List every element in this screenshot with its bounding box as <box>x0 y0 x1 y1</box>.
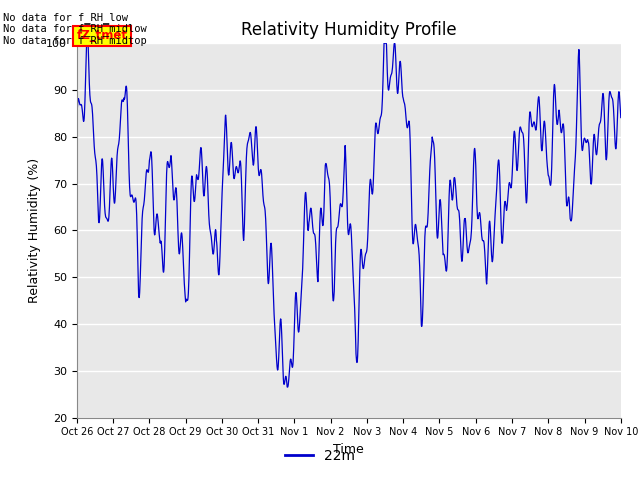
Legend: 22m: 22m <box>280 443 360 468</box>
Y-axis label: Relativity Humidity (%): Relativity Humidity (%) <box>28 158 40 303</box>
Text: No data for f̅RH̅midtop: No data for f̅RH̅midtop <box>3 36 147 46</box>
Text: fZ_tmet: fZ_tmet <box>77 29 128 42</box>
Title: Relativity Humidity Profile: Relativity Humidity Profile <box>241 21 456 39</box>
X-axis label: Time: Time <box>333 443 364 456</box>
Text: No data for f̅RH̅midlow: No data for f̅RH̅midlow <box>3 24 147 34</box>
Text: No data for f_RH_low: No data for f_RH_low <box>3 12 128 23</box>
